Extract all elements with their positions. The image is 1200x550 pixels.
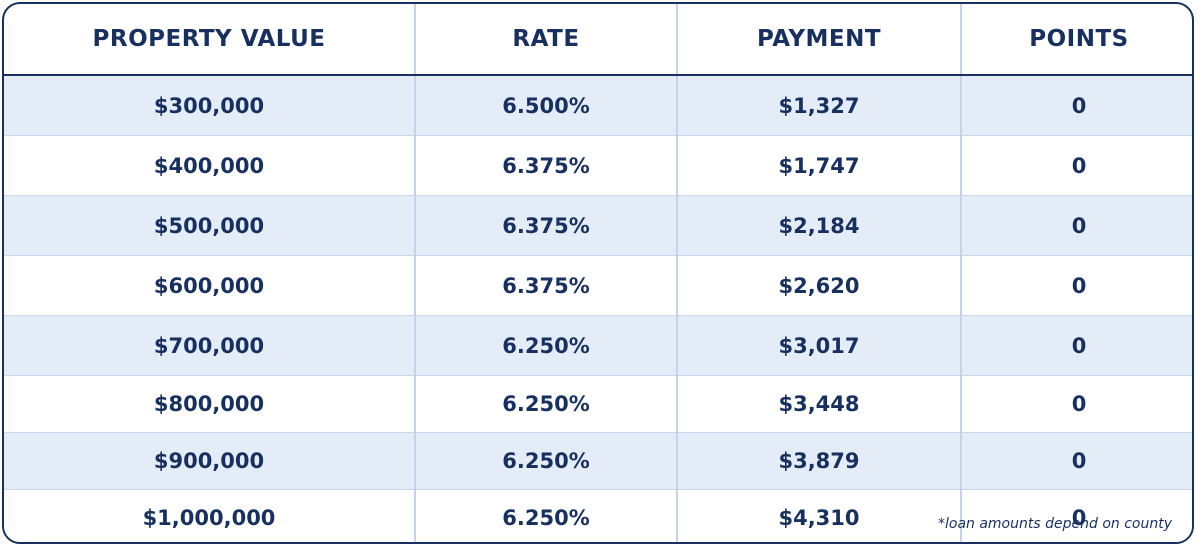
cell-payment: $3,017 bbox=[677, 315, 962, 376]
rate-table-frame: PROPERTY VALUE RATE PAYMENT POINTS $300,… bbox=[2, 2, 1194, 544]
table-row: $800,000 6.250% $3,448 0 bbox=[4, 375, 1192, 433]
table-row: $600,000 6.375% $2,620 0 bbox=[4, 255, 1192, 316]
cell-property-value: $300,000 bbox=[4, 75, 416, 136]
cell-points: 0 bbox=[961, 255, 1192, 316]
header-rate: RATE bbox=[415, 4, 678, 76]
cell-rate: 6.250% bbox=[415, 432, 678, 490]
cell-property-value: $900,000 bbox=[4, 432, 416, 490]
cell-property-value: $500,000 bbox=[4, 195, 416, 256]
cell-property-value: $800,000 bbox=[4, 375, 416, 433]
header-points: POINTS bbox=[961, 4, 1192, 76]
cell-payment: $1,747 bbox=[677, 135, 962, 196]
table-row: $500,000 6.375% $2,184 0 bbox=[4, 195, 1192, 256]
footnote: *loan amounts depend on county bbox=[937, 516, 1172, 532]
cell-rate: 6.500% bbox=[415, 75, 678, 136]
cell-payment: $3,879 bbox=[677, 432, 962, 490]
table-row: $300,000 6.500% $1,327 0 bbox=[4, 75, 1192, 136]
cell-rate: 6.250% bbox=[415, 375, 678, 433]
cell-rate: 6.375% bbox=[415, 195, 678, 256]
cell-payment: $2,184 bbox=[677, 195, 962, 256]
table-row: $900,000 6.250% $3,879 0 bbox=[4, 432, 1192, 490]
cell-points: 0 bbox=[961, 315, 1192, 376]
cell-points: 0 bbox=[961, 135, 1192, 196]
cell-payment: $1,327 bbox=[677, 75, 962, 136]
table-row: $700,000 6.250% $3,017 0 bbox=[4, 315, 1192, 376]
rate-table: PROPERTY VALUE RATE PAYMENT POINTS $300,… bbox=[4, 4, 1192, 542]
cell-points: 0 bbox=[961, 195, 1192, 256]
cell-payment: $3,448 bbox=[677, 375, 962, 433]
cell-payment: $2,620 bbox=[677, 255, 962, 316]
cell-rate: 6.375% bbox=[415, 135, 678, 196]
table-row: $400,000 6.375% $1,747 0 bbox=[4, 135, 1192, 196]
cell-payment: $4,310 bbox=[677, 489, 962, 542]
cell-property-value: $400,000 bbox=[4, 135, 416, 196]
cell-points: 0 bbox=[961, 375, 1192, 433]
cell-points: 0 bbox=[961, 75, 1192, 136]
header-property-value: PROPERTY VALUE bbox=[4, 4, 416, 76]
cell-points: 0 bbox=[961, 489, 1192, 542]
cell-property-value: $700,000 bbox=[4, 315, 416, 376]
cell-rate: 6.375% bbox=[415, 255, 678, 316]
cell-points: 0 bbox=[961, 432, 1192, 490]
cell-property-value: $600,000 bbox=[4, 255, 416, 316]
cell-property-value: $1,000,000 bbox=[4, 489, 416, 542]
header-payment: PAYMENT bbox=[677, 4, 962, 76]
table-header-row: PROPERTY VALUE RATE PAYMENT POINTS bbox=[4, 4, 1192, 76]
cell-rate: 6.250% bbox=[415, 489, 678, 542]
table-row: $1,000,000 6.250% $4,310 0 bbox=[4, 489, 1192, 542]
cell-rate: 6.250% bbox=[415, 315, 678, 376]
